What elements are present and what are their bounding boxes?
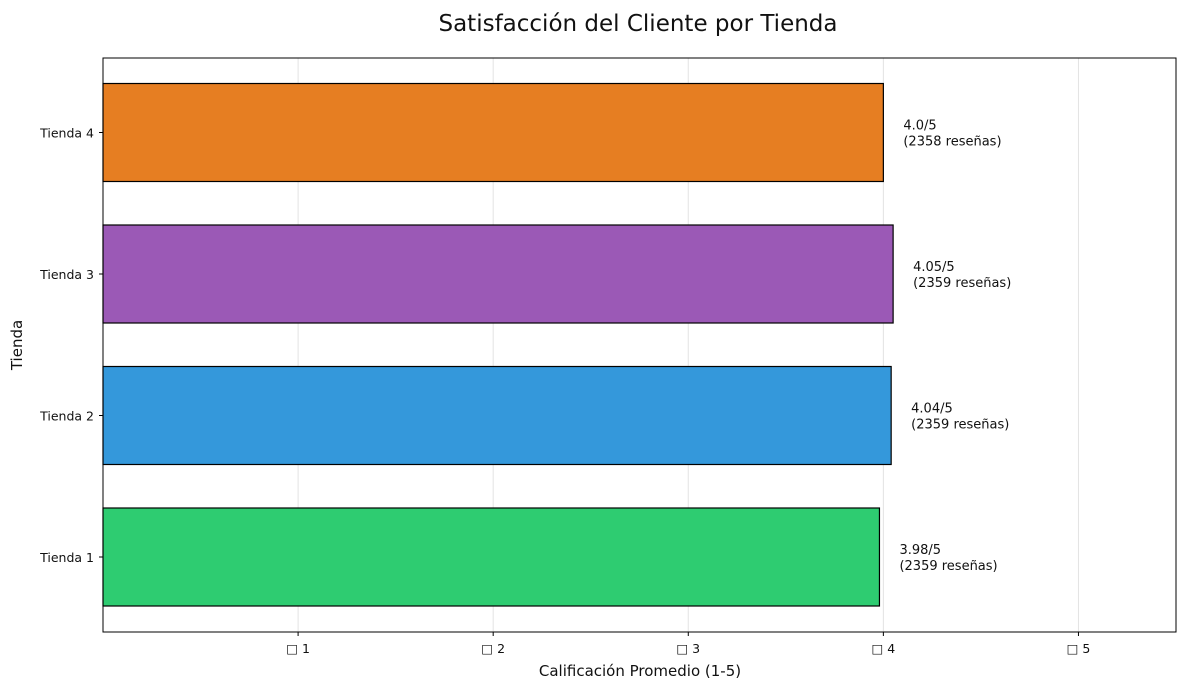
chart-title: Satisfacción del Cliente por Tienda: [438, 11, 837, 37]
bars: [102, 82, 894, 607]
data-label: (2359 reseñas): [911, 418, 1009, 433]
bar-tienda-2: [102, 365, 892, 466]
bar-tienda-1: [102, 507, 881, 607]
y-axis-ticks: Tienda 1 Tienda 2 Tienda 3 Tienda 4: [39, 126, 103, 565]
x-tick-label: □ 5: [1067, 641, 1091, 656]
data-label: (2359 reseñas): [899, 559, 997, 574]
bar-tienda-4: [102, 82, 884, 183]
y-tick-label: Tienda 1: [39, 550, 94, 565]
x-tick-label: □ 4: [871, 641, 895, 656]
y-tick-label: Tienda 2: [39, 409, 94, 424]
data-label: (2359 reseñas): [913, 276, 1011, 291]
data-label: (2358 reseñas): [903, 135, 1001, 150]
x-axis-ticks: □ 1 □ 2 □ 3 □ 4 □ 5: [286, 632, 1090, 656]
bar-tienda-3: [102, 224, 894, 324]
x-axis-label: Calificación Promedio (1-5): [539, 662, 741, 680]
data-label: 4.04/5: [911, 402, 953, 417]
x-tick-label: □ 3: [676, 641, 700, 656]
x-tick-label: □ 2: [481, 641, 505, 656]
y-tick-label: Tienda 3: [39, 267, 94, 282]
plot-frame: [102, 57, 1177, 633]
data-label: 3.98/5: [899, 543, 941, 558]
data-label: 4.05/5: [913, 260, 955, 275]
data-label: 4.0/5: [903, 119, 936, 134]
data-labels: 3.98/5(2359 reseñas)4.04/5(2359 reseñas)…: [899, 119, 1011, 575]
y-axis-label: Tienda: [8, 320, 26, 371]
y-tick-label: Tienda 4: [39, 126, 94, 141]
x-tick-label: □ 1: [286, 641, 310, 656]
